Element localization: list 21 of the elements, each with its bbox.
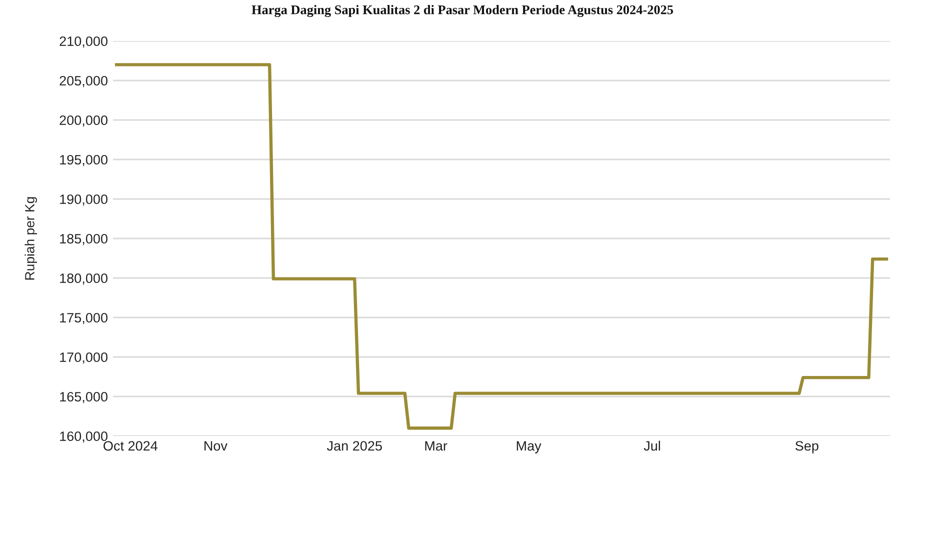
x-tick-label: May [516,441,542,454]
y-tick-label: 180,000 [60,273,108,285]
y-tick-label: 165,000 [60,392,108,404]
y-tick-label: 200,000 [60,115,108,127]
y-tick-label: 205,000 [60,76,108,88]
y-axis-title: Rupiah per Kg [24,197,37,280]
x-tick-label: Sep [795,441,818,454]
y-tick-label: 195,000 [60,154,108,166]
y-tick-label: 185,000 [60,234,108,246]
x-tick-label: Mar [425,441,448,451]
y-tick-label: 210,000 [60,36,108,48]
y-tick-label: 175,000 [60,312,108,324]
chart-title: Harga Daging Sapi Kualitas 2 di Pasar Modern Periode Agustus 2024-2025 [252,4,674,18]
x-tick-label: Nov [204,441,228,451]
x-tick-label: Oct 2024 [104,441,158,451]
x-tick-label: Jul [644,440,660,451]
y-tick-label: 170,000 [60,352,108,364]
y-tick-label: 190,000 [60,194,108,206]
line-series [113,63,890,430]
y-tick-label: 160,000 [60,431,108,443]
x-tick-label: Jan 2025 [326,441,382,451]
